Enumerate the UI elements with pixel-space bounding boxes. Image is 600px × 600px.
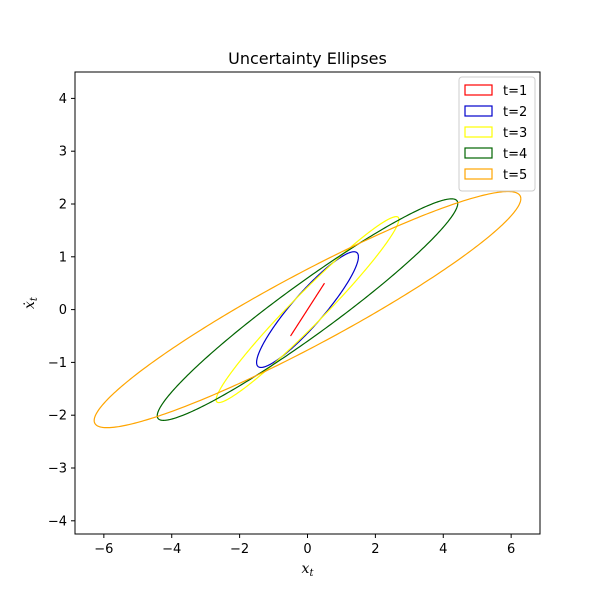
y-tick-label: 3	[59, 145, 67, 160]
x-axis-label-sub: t	[309, 568, 314, 579]
x-axis-ticks: −6 −4 −2 0 2 4 6	[94, 534, 515, 557]
legend: t=1 t=2 t=3 t=4 t=5	[458, 76, 536, 192]
x-tick-label: −2	[230, 542, 249, 557]
ellipse-t-5	[93, 190, 522, 429]
y-tick-label: 0	[59, 303, 67, 318]
legend-label: t=4	[503, 147, 527, 162]
y-axis-label: ẋt	[22, 296, 40, 309]
ellipse-t-4	[156, 198, 459, 421]
x-tick-label: 0	[303, 542, 311, 557]
legend-label: t=1	[503, 84, 527, 99]
y-tick-label: −1	[48, 356, 67, 371]
legend-swatch	[464, 84, 493, 96]
legend-swatch	[464, 105, 493, 117]
legend-label: t=2	[503, 105, 527, 120]
y-axis-label-sub: t	[29, 296, 40, 301]
y-tick-label: 2	[59, 198, 67, 213]
chart-title: Uncertainty Ellipses	[228, 49, 387, 68]
x-tick-label: −6	[94, 542, 113, 557]
y-tick-label: −4	[48, 514, 67, 529]
x-tick-label: 2	[371, 542, 379, 557]
legend-label: t=5	[503, 168, 527, 183]
legend-swatch	[464, 126, 493, 138]
y-axis-label-base: ẋ	[22, 301, 38, 309]
legend-label: t=3	[503, 126, 527, 141]
x-axis-label: xt	[302, 561, 315, 579]
y-tick-label: 1	[59, 250, 67, 265]
legend-swatch	[464, 147, 493, 159]
x-tick-label: −4	[162, 542, 181, 557]
x-tick-label: 4	[439, 542, 447, 557]
y-tick-label: −3	[48, 462, 67, 477]
y-axis-ticks: −4 −3 −2 −1 0 1 2 3 4	[48, 92, 75, 529]
legend-swatch	[464, 168, 493, 180]
ellipse-series-group	[93, 190, 522, 429]
x-axis-label-base: x	[302, 561, 310, 577]
x-tick-label: 6	[507, 542, 515, 557]
ellipse-t-1	[289, 282, 326, 337]
y-tick-label: −2	[48, 409, 67, 424]
y-tick-label: 4	[59, 92, 67, 107]
